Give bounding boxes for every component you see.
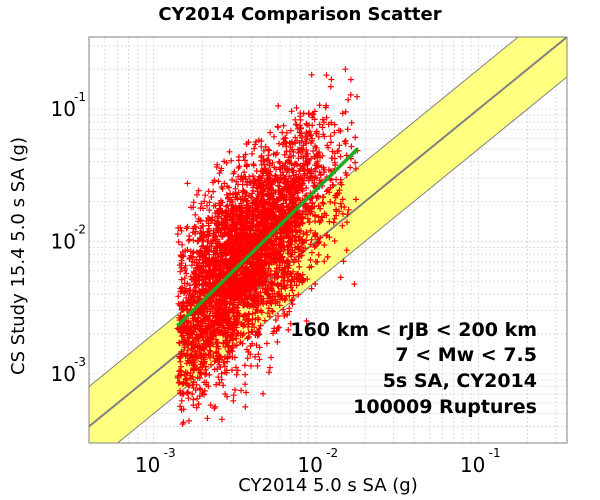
x-tick-label: 10 (135, 453, 160, 477)
annotation-line: 100009 Ruptures (353, 396, 537, 418)
plot-content (89, 37, 567, 443)
factor-band (89, 37, 567, 443)
x-tick-label: 10 (460, 453, 485, 477)
y-tick-label: 10 (51, 229, 76, 253)
x-tick-exponent: -2 (326, 446, 338, 460)
one-to-one-line (89, 37, 567, 428)
y-tick-exponent: -1 (74, 90, 86, 104)
y-tick-exponent: -2 (74, 222, 86, 236)
x-tick-label: 10 (297, 453, 322, 477)
y-axis-label: CS Study 15.4 5.0 s SA (g) (8, 137, 29, 375)
x-tick-exponent: -1 (489, 446, 501, 460)
band-lower-edge (116, 76, 567, 443)
annotation-line: 160 km < rJB < 200 km (290, 319, 537, 341)
x-tick-exponent: -3 (164, 446, 176, 460)
annotation-line: 7 < Mw < 7.5 (395, 344, 537, 366)
y-tick-exponent: -3 (74, 355, 86, 369)
fit-line (176, 147, 359, 328)
x-axis-label: CY2014 5.0 s SA (g) (238, 475, 418, 496)
y-tick-label: 10 (51, 97, 76, 121)
chart-title: CY2014 Comparison Scatter (158, 4, 441, 25)
plot-frame (88, 36, 568, 444)
scatter-points (174, 66, 361, 427)
annotation-line: 5s SA, CY2014 (383, 370, 537, 392)
y-tick-label: 10 (51, 362, 76, 386)
